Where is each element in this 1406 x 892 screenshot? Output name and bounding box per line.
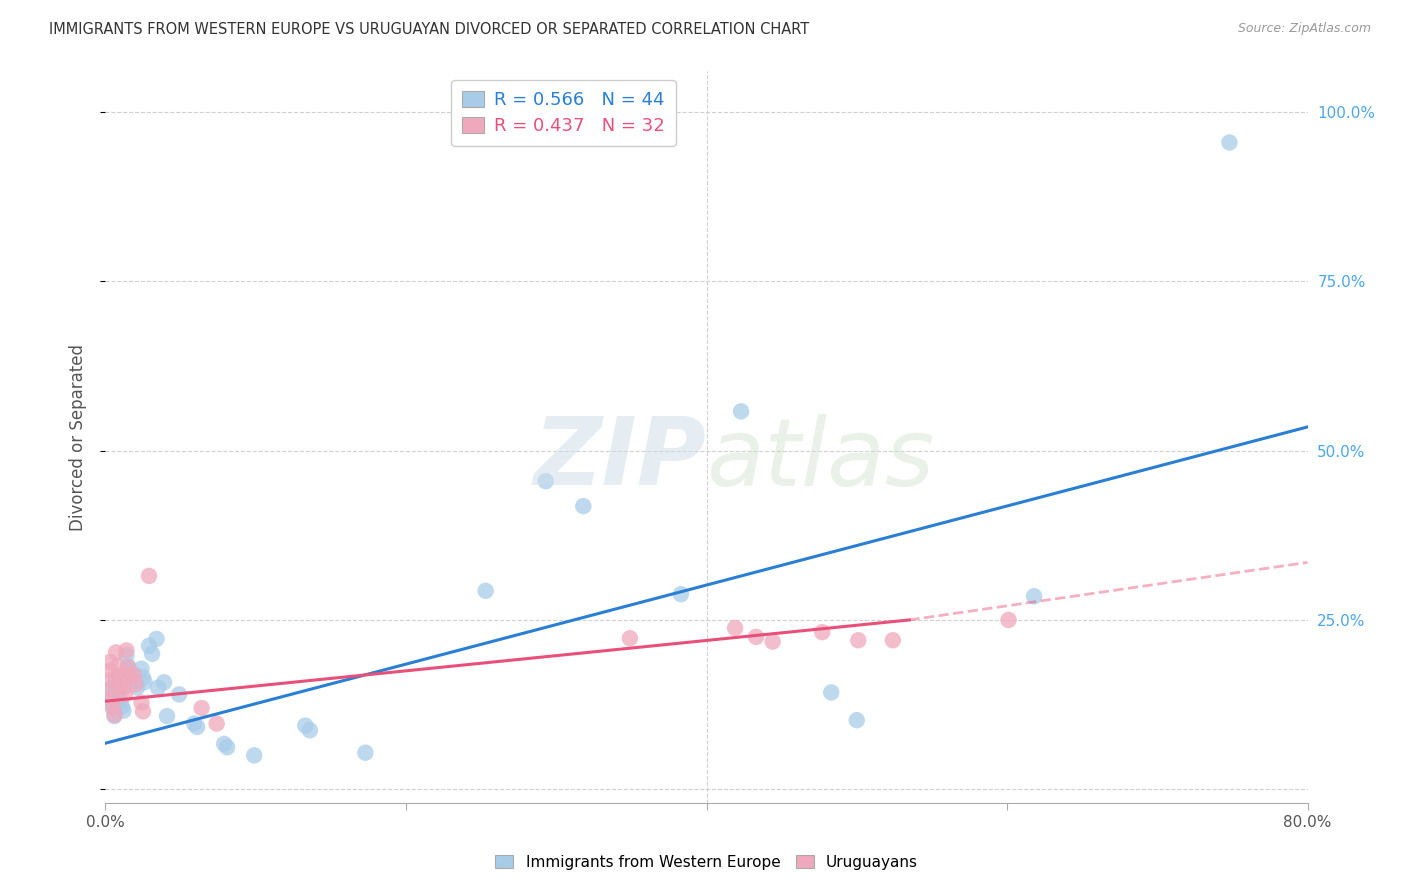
Point [145, 632, 167, 646]
Point [212, 737, 235, 751]
Point [811, 625, 834, 640]
Point [107, 681, 129, 695]
Y-axis label: Divorced or Separated: Divorced or Separated [69, 343, 87, 531]
Point [112, 681, 135, 695]
Point [112, 704, 135, 718]
Point [186, 720, 208, 734]
Point [124, 673, 146, 688]
Point [845, 713, 868, 727]
Text: IMMIGRANTS FROM WESTERN EUROPE VS URUGUAYAN DIVORCED OR SEPARATED CORRELATION CH: IMMIGRANTS FROM WESTERN EUROPE VS URUGUA… [49, 22, 810, 37]
Point [619, 632, 641, 646]
Point [730, 404, 752, 418]
Point [138, 639, 160, 653]
Text: ZIP: ZIP [534, 413, 707, 505]
Point [190, 701, 212, 715]
Point [534, 474, 557, 488]
Point [100, 673, 122, 687]
Point [354, 746, 377, 760]
Point [183, 716, 205, 731]
Text: Source: ZipAtlas.com: Source: ZipAtlas.com [1237, 22, 1371, 36]
Point [101, 699, 124, 714]
Point [115, 643, 138, 657]
Point [131, 696, 153, 710]
Point [111, 671, 134, 685]
Point [100, 693, 122, 707]
Point [104, 673, 127, 687]
Point [217, 740, 239, 755]
Point [762, 634, 785, 648]
Point [474, 583, 496, 598]
Point [132, 705, 155, 719]
Point [122, 668, 145, 682]
Point [98, 655, 121, 669]
Point [132, 671, 155, 685]
Point [131, 662, 153, 676]
Point [110, 677, 132, 691]
Point [103, 707, 125, 722]
Point [294, 718, 316, 732]
Point [820, 685, 842, 699]
Point [146, 681, 169, 695]
Point [100, 681, 122, 696]
Point [846, 633, 869, 648]
Point [120, 671, 142, 685]
Point [115, 648, 138, 662]
Point [138, 569, 160, 583]
Point [107, 659, 129, 673]
Point [117, 659, 139, 673]
Point [167, 688, 190, 702]
Point [141, 647, 163, 661]
Point [882, 633, 904, 648]
Point [205, 716, 228, 731]
Legend: Immigrants from Western Europe, Uruguayans: Immigrants from Western Europe, Uruguaya… [489, 848, 924, 876]
Point [997, 613, 1019, 627]
Point [724, 621, 747, 635]
Point [118, 664, 141, 678]
Point [103, 709, 125, 723]
Point [101, 690, 124, 705]
Point [1022, 589, 1045, 603]
Point [1218, 136, 1240, 150]
Point [98, 664, 121, 678]
Point [122, 667, 145, 681]
Point [298, 723, 321, 738]
Point [156, 709, 179, 723]
Point [118, 668, 141, 682]
Point [124, 677, 146, 691]
Point [110, 696, 132, 710]
Point [101, 701, 124, 715]
Point [134, 675, 156, 690]
Point [104, 645, 127, 659]
Point [745, 630, 768, 644]
Point [572, 499, 595, 513]
Point [125, 681, 148, 695]
Point [117, 660, 139, 674]
Point [243, 748, 266, 763]
Point [98, 681, 121, 696]
Point [114, 688, 136, 702]
Point [669, 587, 692, 601]
Point [108, 688, 131, 702]
Point [108, 668, 131, 682]
Text: atlas: atlas [707, 414, 935, 505]
Point [153, 675, 176, 690]
Point [111, 699, 134, 714]
